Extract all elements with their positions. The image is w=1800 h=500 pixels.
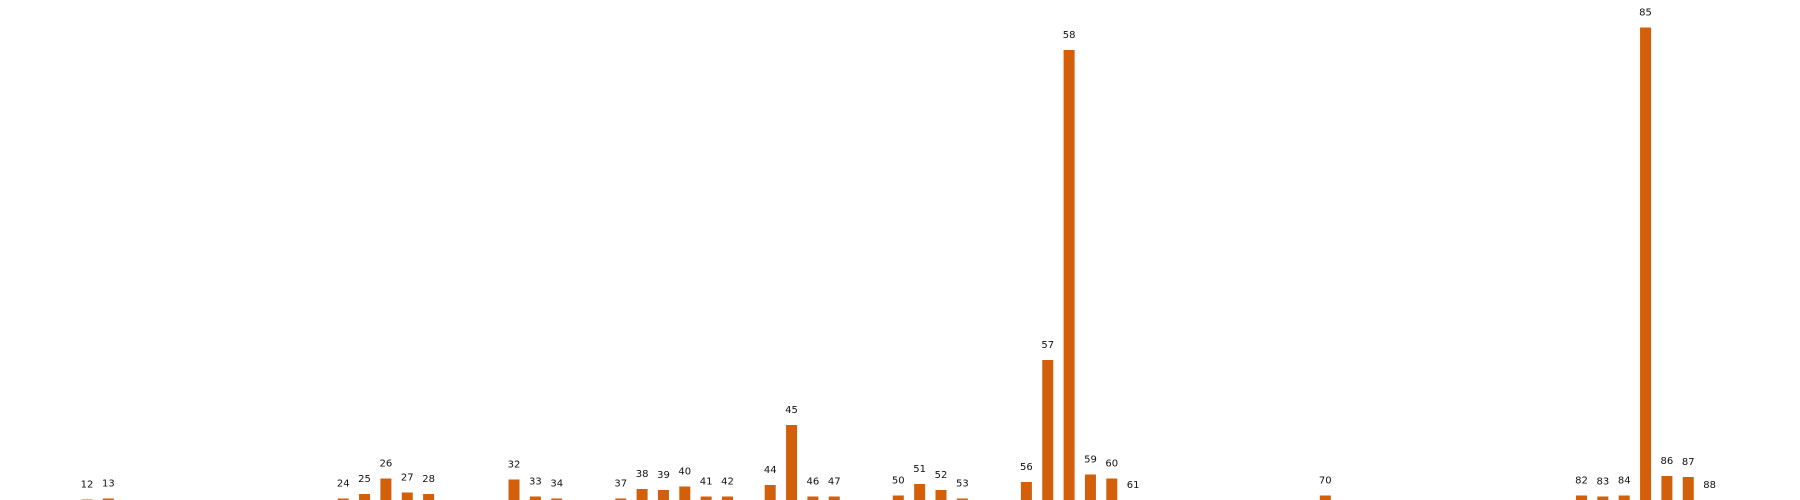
bar-label-33: 33 xyxy=(529,477,542,488)
bar-34 xyxy=(551,498,563,500)
bar-41 xyxy=(700,496,712,500)
bar-33 xyxy=(529,496,541,500)
bar-label-50: 50 xyxy=(892,476,905,487)
bar-label-87: 87 xyxy=(1682,457,1695,468)
bar-44 xyxy=(764,485,776,500)
bar-label-40: 40 xyxy=(678,467,691,478)
bar-82 xyxy=(1576,495,1587,500)
bar-label-44: 44 xyxy=(764,465,777,476)
bar-45 xyxy=(786,425,798,500)
bar-label-34: 34 xyxy=(550,479,563,490)
bar-label-25: 25 xyxy=(358,474,371,485)
bar-label-39: 39 xyxy=(657,470,670,481)
bar-87 xyxy=(1682,477,1694,500)
bar-42 xyxy=(722,496,733,500)
bar-83 xyxy=(1597,496,1609,500)
bar-86 xyxy=(1661,476,1673,500)
bar-51 xyxy=(914,484,926,500)
bar-label-53: 53 xyxy=(956,479,969,490)
bar-label-59: 59 xyxy=(1084,455,1097,466)
bar-56 xyxy=(1020,482,1032,500)
bar-24 xyxy=(337,498,349,500)
bar-label-82: 82 xyxy=(1575,476,1588,487)
bar-label-24: 24 xyxy=(337,479,350,490)
bar-label-38: 38 xyxy=(636,469,649,480)
bar-47 xyxy=(828,496,840,500)
bar-28 xyxy=(423,494,435,500)
bar-label-12: 12 xyxy=(81,480,94,491)
bar-57 xyxy=(1042,360,1054,500)
bar-label-26: 26 xyxy=(380,459,393,470)
bar-label-86: 86 xyxy=(1661,456,1674,467)
bar-label-56: 56 xyxy=(1020,462,1033,473)
bar-85 xyxy=(1640,27,1652,500)
bar-25 xyxy=(359,494,371,500)
bar-39 xyxy=(657,490,669,500)
bar-label-57: 57 xyxy=(1041,340,1054,351)
bar-label-58: 58 xyxy=(1063,30,1076,41)
bar-label-46: 46 xyxy=(807,477,820,488)
bar-37 xyxy=(615,498,627,500)
bar-70 xyxy=(1319,495,1331,500)
bar-label-85: 85 xyxy=(1639,8,1652,19)
bar-26 xyxy=(380,478,392,500)
bar-label-45: 45 xyxy=(785,405,798,416)
bar-label-42: 42 xyxy=(721,477,734,488)
bar-50 xyxy=(892,495,904,500)
bar-label-84: 84 xyxy=(1618,476,1631,487)
bar-label-41: 41 xyxy=(700,477,713,488)
bar-27 xyxy=(401,492,413,500)
bar-84 xyxy=(1618,495,1630,500)
bar-59 xyxy=(1084,474,1096,500)
bar-32 xyxy=(508,479,520,500)
bar-label-27: 27 xyxy=(401,473,414,484)
bar-label-32: 32 xyxy=(508,460,521,471)
bar-label-60: 60 xyxy=(1105,459,1118,470)
bar-label-61: 61 xyxy=(1127,480,1140,491)
bar-label-47: 47 xyxy=(828,477,841,488)
bar-label-70: 70 xyxy=(1319,476,1332,487)
bar-label-13: 13 xyxy=(102,479,115,490)
bar-label-83: 83 xyxy=(1596,477,1609,488)
labels-group: 12 13 24 25 26 27 28 32 33 34 37 38 39 40 41 42 44 45 46 47… xyxy=(81,8,1716,492)
bar-46 xyxy=(807,496,819,500)
bar-label-52: 52 xyxy=(935,470,948,481)
bar-60 xyxy=(1106,478,1118,500)
bar-58 xyxy=(1063,50,1075,500)
bars-group xyxy=(81,27,1694,500)
bar-label-37: 37 xyxy=(614,479,627,490)
bar-label-51: 51 xyxy=(913,464,926,475)
bar-label-88: 88 xyxy=(1703,480,1716,491)
bar-13 xyxy=(102,498,114,500)
bar-38 xyxy=(636,489,648,500)
bar-52 xyxy=(935,490,947,500)
bar-53 xyxy=(956,498,968,500)
bar-40 xyxy=(679,486,691,500)
bar-label-28: 28 xyxy=(422,474,435,485)
